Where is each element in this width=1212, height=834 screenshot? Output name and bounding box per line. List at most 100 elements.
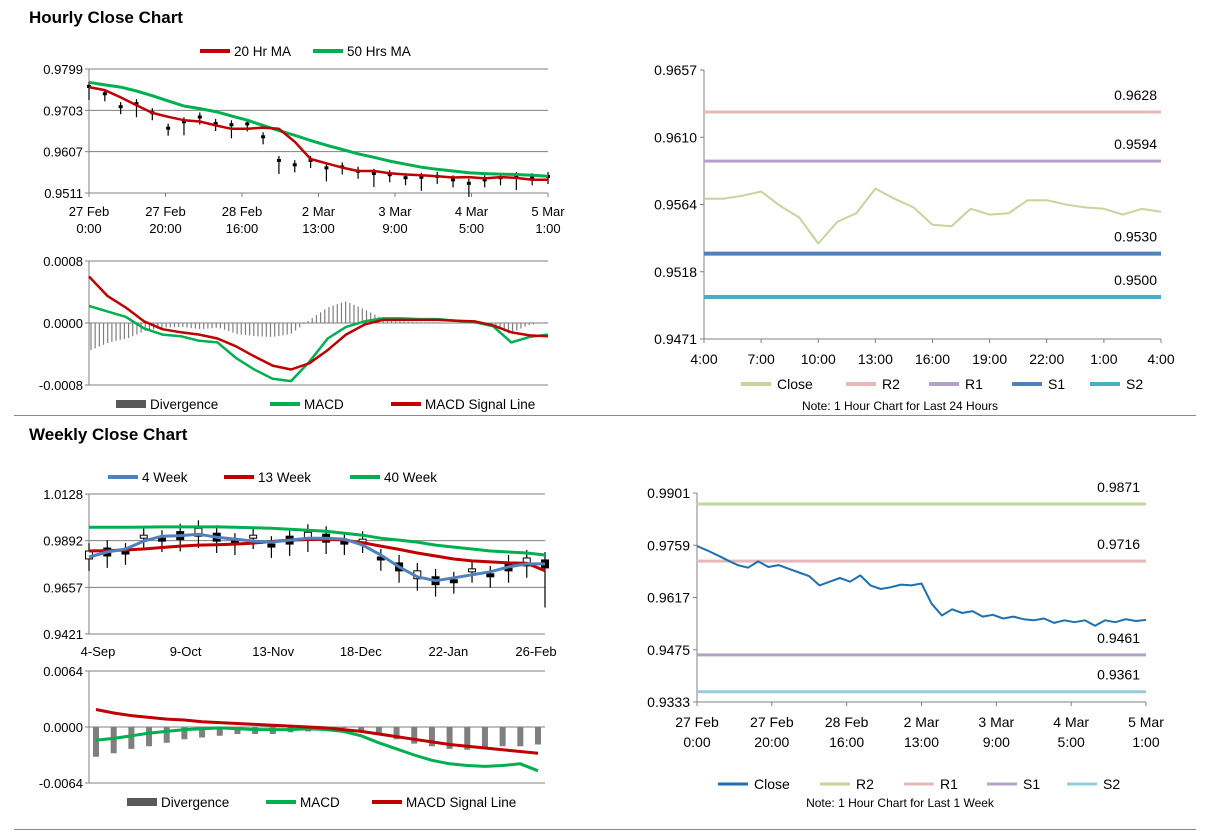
weekly-1w-note: Note: 1 Hour Chart for Last 1 Week: [806, 796, 995, 810]
weekly-1w-xtick-label: 28 Feb: [825, 714, 869, 730]
hourly-24h-level-label-s1: 0.9530: [1114, 229, 1157, 245]
hourly-price-legend-label: 50 Hrs MA: [347, 44, 411, 59]
weekly-macd-legend-label: MACD Signal Line: [406, 795, 516, 810]
weekly-ma40-line: [89, 525, 546, 557]
hourly-24h-ytick-label: 0.9471: [654, 331, 697, 347]
hourly-candle-body: [419, 175, 424, 179]
weekly-macd-legend-label: Divergence: [161, 795, 229, 810]
hourly-24h-legend-label: R1: [965, 376, 983, 392]
weekly-1w-ytick-label: 0.9617: [647, 590, 690, 606]
weekly-1w-xtick-sublabel: 16:00: [829, 734, 864, 750]
weekly-divergence-bar: [428, 727, 435, 747]
weekly-divergence-bar: [375, 727, 382, 735]
hourly-price-xtick-label: 2 Mar: [302, 204, 336, 219]
hourly-price-xtick-label: 28 Feb: [222, 204, 262, 219]
hourly-ma50-line: [88, 80, 549, 178]
hourly-24h-legend-label: R2: [882, 376, 900, 392]
hourly-24h-close-line: [704, 187, 1162, 245]
hourly-24h-xtick-label: 16:00: [915, 351, 950, 367]
weekly-1w-level-label-r1: 0.9716: [1097, 536, 1140, 552]
weekly-price-xtick-label: 13-Nov: [252, 644, 294, 659]
hourly-macd-line: [88, 304, 549, 383]
hourly-price-xtick-label: 4 Mar: [455, 204, 489, 219]
hourly-candle-body: [546, 174, 550, 178]
hourly-candle-body: [229, 123, 234, 127]
hourly-ma20-line: [88, 85, 548, 181]
weekly-price-xtick-label: 4-Sep: [81, 644, 116, 659]
hourly-price-ytick-label: 0.9607: [43, 145, 83, 160]
weekly-price-xtick-label: 22-Jan: [429, 644, 469, 659]
weekly-price-legend-label: 40 Week: [384, 470, 437, 485]
hourly-signal-line: [88, 275, 549, 371]
hourly-candle-body: [466, 181, 471, 185]
hourly-24h-ytick-label: 0.9610: [654, 129, 697, 145]
weekly-1w-legend-label: Close: [754, 776, 790, 792]
hourly-price-ytick-label: 0.9511: [44, 186, 83, 201]
weekly-price-legend-label: 4 Week: [142, 470, 188, 485]
hourly-24h-legend-label: Close: [777, 376, 813, 392]
hourly-candle-body: [387, 173, 392, 177]
hourly-24h-legend-label: S1: [1048, 376, 1065, 392]
hourly-24h-xtick-label: 4:00: [690, 351, 717, 367]
weekly-1w-level-label-r2: 0.9871: [1097, 479, 1140, 495]
hourly-candle-body: [102, 92, 107, 96]
hourly-price-xtick-sublabel: 5:00: [459, 221, 484, 236]
hourly-candle-body: [324, 166, 329, 170]
hourly-price-xtick-label: 27 Feb: [69, 204, 109, 219]
weekly-price-ytick-label: 0.9892: [43, 534, 83, 549]
weekly-candle-body: [468, 568, 477, 573]
weekly-section-title: Weekly Close Chart: [29, 425, 188, 444]
weekly-1w-ytick-label: 0.9759: [647, 537, 690, 553]
hourly-candle-body: [261, 135, 266, 139]
hourly-24h-legend-label: S2: [1126, 376, 1143, 392]
hourly-price-xtick-label: 27 Feb: [145, 204, 185, 219]
hourly-candle-body: [245, 122, 250, 126]
weekly-1w-legend-label: S1: [1023, 776, 1040, 792]
weekly-price-legend-label: 13 Week: [258, 470, 311, 485]
weekly-1w-ytick-label: 0.9333: [647, 694, 690, 710]
hourly-candle-body: [482, 178, 487, 182]
hourly-candle-body: [181, 120, 186, 124]
hourly-price-xtick-sublabel: 9:00: [382, 221, 407, 236]
hourly-24h-xtick-label: 13:00: [858, 351, 893, 367]
weekly-divergence-bar: [216, 727, 223, 736]
weekly-divergence-bar: [411, 727, 418, 744]
weekly-candle-body: [486, 573, 495, 578]
weekly-divergence-bar: [110, 727, 117, 754]
weekly-price-xtick-label: 26-Feb: [515, 644, 556, 659]
weekly-1w-xtick-sublabel: 9:00: [983, 734, 1010, 750]
weekly-1w-xtick-sublabel: 20:00: [754, 734, 789, 750]
hourly-candle-body: [530, 176, 535, 180]
hourly-candle-body: [166, 126, 171, 130]
weekly-divergence-bar: [393, 727, 400, 740]
weekly-price-ytick-label: 1.0128: [43, 487, 83, 502]
weekly-1w-xtick-label: 5 Mar: [1128, 714, 1164, 730]
hourly-macd-legend-label: MACD: [304, 397, 344, 412]
hourly-24h-note: Note: 1 Hour Chart for Last 24 Hours: [802, 399, 998, 413]
hourly-price-xtick-label: 3 Mar: [378, 204, 412, 219]
hourly-candle-body: [371, 171, 376, 175]
hourly-macd-legend-label: Divergence: [150, 397, 218, 412]
hourly-price-xtick-sublabel: 1:00: [535, 221, 560, 236]
hourly-candle-body: [403, 176, 408, 180]
weekly-divergence-bar: [358, 727, 365, 731]
hourly-section-title: Hourly Close Chart: [29, 8, 183, 27]
hourly-candle-body: [292, 163, 297, 167]
hourly-candle-body: [213, 121, 218, 125]
weekly-macd-ytick-label: -0.0064: [39, 776, 83, 791]
hourly-24h-xtick-label: 4:00: [1147, 351, 1174, 367]
hourly-24h-ytick-label: 0.9518: [654, 264, 697, 280]
hourly-24h-xtick-label: 7:00: [748, 351, 775, 367]
hourly-macd-legend-label: MACD Signal Line: [425, 397, 535, 412]
hourly-candle-body: [197, 115, 202, 119]
weekly-1w-close-line: [696, 545, 1147, 627]
weekly-1w-xtick-sublabel: 13:00: [904, 734, 939, 750]
weekly-divergence-bar: [199, 727, 206, 738]
hourly-macd-ytick-label: -0.0008: [39, 378, 83, 393]
hourly-price-xtick-sublabel: 16:00: [226, 221, 259, 236]
weekly-candle-body: [449, 579, 458, 584]
hourly-candle-body: [87, 84, 91, 88]
hourly-24h-ytick-label: 0.9657: [654, 62, 697, 78]
hourly-candle-body: [118, 105, 123, 109]
